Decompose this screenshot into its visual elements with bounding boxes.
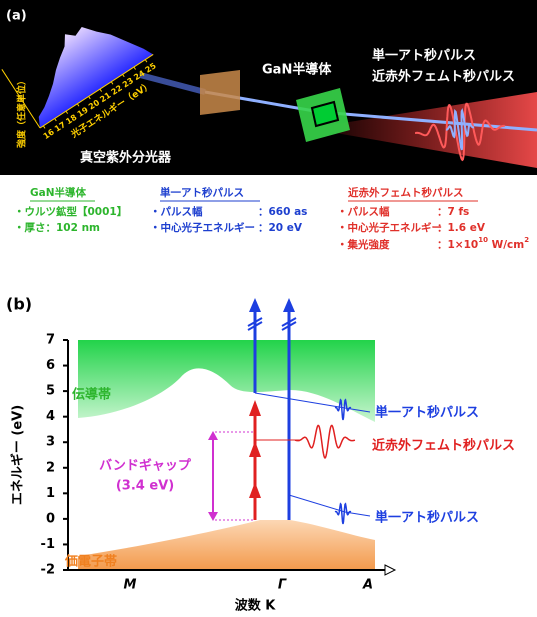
y-axis-label: エネルギー (eV)	[10, 405, 26, 505]
info-value: ：20 eV	[258, 222, 303, 234]
arrow-head	[249, 298, 261, 312]
photon-arrow	[249, 400, 261, 416]
y-tick-label: 5	[46, 384, 55, 399]
info-item: ・ウルツ鉱型【0001】	[14, 205, 127, 218]
pulse-pointer	[289, 495, 345, 512]
semiconductor-label: GaN半導体	[262, 62, 332, 78]
arrow-head	[283, 298, 295, 312]
superscript: 2	[524, 236, 529, 244]
attosecond-label: 単一アト秒パルス	[372, 48, 476, 64]
info-title: 近赤外フェムト秒パルス	[348, 186, 464, 199]
value-part: ：1×10	[437, 239, 478, 251]
pulse-label: 近赤外フェムト秒パルス	[372, 438, 515, 454]
y-tick-label: 2	[46, 460, 55, 475]
decoration: -2 -1 0 1 2 3 4 5 6 7	[41, 333, 68, 578]
k-point: Γ	[278, 578, 287, 593]
x-axis-label: 波数 K	[235, 598, 277, 614]
band-gap-label: バンドギャップ	[99, 458, 192, 474]
y-tick-label: -1	[41, 537, 55, 552]
pulse-label: 単一アト秒パルス	[375, 510, 479, 526]
info-title: 単一アト秒パルス	[160, 186, 244, 199]
info-item: ・集光強度	[337, 238, 390, 251]
conduction-band	[78, 340, 375, 422]
photon-arrow	[249, 482, 261, 498]
femtosecond-wave	[295, 426, 355, 459]
x-axis-arrow	[385, 565, 395, 575]
spectrometer	[200, 70, 240, 115]
y-tick-label: 0	[46, 511, 55, 526]
value-part: W/cm	[488, 239, 524, 251]
info-item: ・中心光子エネルギー	[150, 221, 255, 234]
info-value: ：660 as	[258, 206, 307, 218]
y-tick-label: 7	[46, 333, 55, 348]
femtosecond-label: 近赤外フェムト秒パルス	[372, 69, 515, 85]
band-gap-value: (3.4 eV)	[116, 479, 174, 494]
valence-band	[78, 520, 375, 570]
k-point: M	[124, 578, 137, 593]
info-title: GaN半導体	[30, 186, 86, 199]
y-tick-label: -2	[41, 563, 55, 578]
info-value: ：1.6 eV	[437, 222, 486, 234]
y-tick-label: 6	[46, 358, 55, 373]
panel-label: (a)	[6, 9, 27, 24]
y-tick-label: 3	[46, 435, 55, 450]
spectrum-y-label: 強度（任意単位）	[16, 76, 28, 148]
pulse-label: 単一アト秒パルス	[375, 405, 479, 421]
k-point: A	[362, 578, 373, 593]
y-tick-label: 1	[46, 486, 55, 501]
y-tick-label: 4	[46, 409, 55, 424]
attosecond-wave	[335, 504, 351, 524]
conduction-band-label: 伝導帯	[72, 387, 111, 403]
info-item: ・パルス幅	[337, 205, 390, 218]
info-value: ：1×1010 W/cm2	[437, 236, 529, 251]
valence-band-label: 価電子帯	[64, 554, 117, 570]
panel-label: (b)	[6, 295, 32, 314]
spectrometer-label: 真空紫外分光器	[80, 150, 172, 166]
photon-arrow	[249, 441, 261, 457]
info: GaN半導体 ・ウルツ鉱型【0001】 ・厚さ：102 nm 単一アト秒パルス …	[14, 186, 529, 251]
superscript: 10	[478, 236, 488, 244]
figure: 16171819202122232425 光子エネルギー（eV） 強度（任意単位…	[0, 0, 537, 617]
info-item: ・パルス幅	[150, 205, 203, 218]
info-item: ・中心光子エネルギー	[337, 221, 442, 234]
info-value: ：7 fs	[437, 206, 469, 218]
info-item: ・厚さ：102 nm	[14, 222, 100, 234]
